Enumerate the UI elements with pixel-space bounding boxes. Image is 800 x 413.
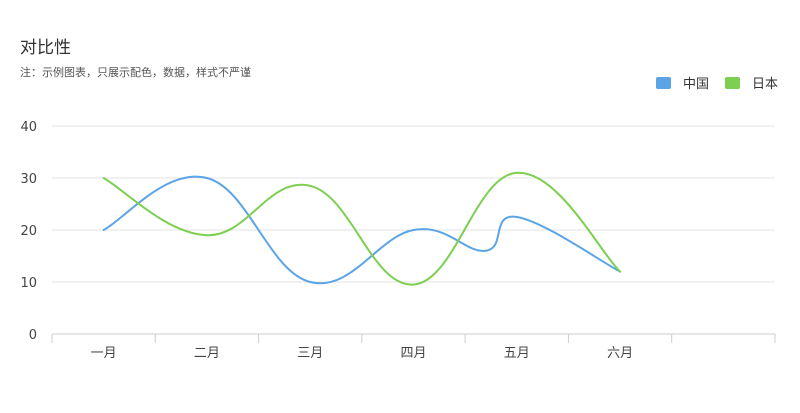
series-line-china[interactable] (102, 175, 622, 285)
legend-swatch-japan (724, 76, 740, 89)
legend-item-china[interactable]: 中国 (655, 73, 709, 92)
legend-label-china: 中国 (682, 77, 709, 92)
legend-label-japan: 日本 (751, 77, 778, 92)
legend-swatch-china (655, 76, 671, 89)
series-line-japan[interactable] (102, 171, 622, 286)
x-tick-label: 五月 (504, 346, 530, 361)
series-lines (102, 171, 622, 286)
y-tick-label: 30 (20, 172, 37, 187)
x-tick-label: 二月 (194, 346, 220, 361)
legend: 中国 日本 (640, 73, 778, 92)
x-tick-label: 一月 (91, 346, 117, 361)
x-axis (51, 333, 776, 343)
grid-lines (52, 125, 775, 283)
y-tick-label: 10 (20, 276, 37, 291)
x-tick-label: 四月 (400, 346, 426, 361)
chart-subtitle: 注：示例图表，只展示配色，数据，样式不严谨 (20, 66, 251, 79)
y-tick-label: 0 (29, 328, 37, 343)
x-tick-label: 三月 (297, 346, 323, 361)
tick-labels: 0 10 20 30 40 一月 二月 三月 四月 五月 六月 (20, 120, 633, 361)
legend-item-japan[interactable]: 日本 (724, 73, 778, 92)
x-tick-label: 六月 (607, 346, 633, 361)
y-tick-label: 20 (20, 224, 37, 239)
chart-title: 对比性 (20, 38, 71, 58)
y-tick-label: 40 (20, 120, 37, 135)
